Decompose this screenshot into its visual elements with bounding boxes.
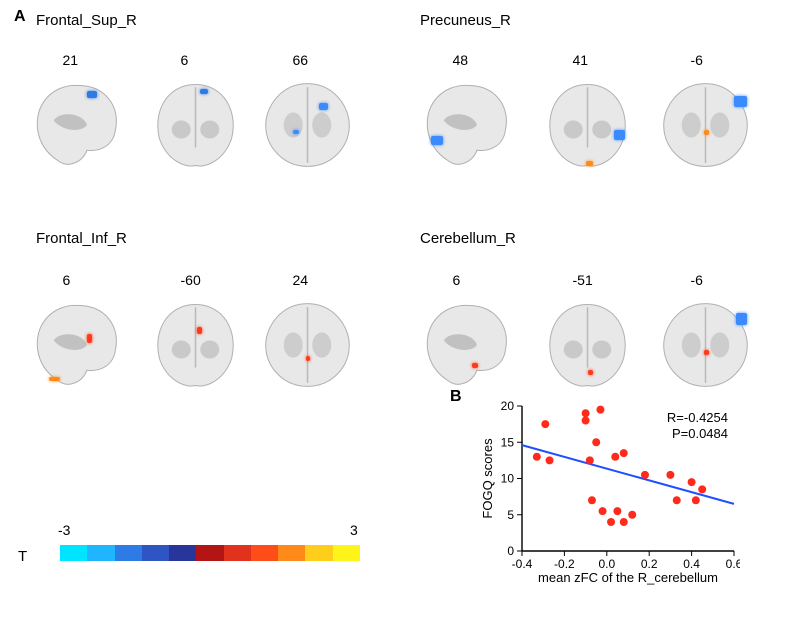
svg-text:0: 0 <box>507 544 514 558</box>
svg-text:10: 10 <box>501 472 515 486</box>
svg-text:-0.2: -0.2 <box>554 557 575 571</box>
svg-text:mean zFC of the R_cerebellum: mean zFC of the R_cerebellum <box>538 570 718 585</box>
brain-frontal_inf_r-coronal <box>540 80 635 170</box>
colorbar-swatch-8 <box>278 545 305 561</box>
colorbar-swatch-10 <box>333 545 360 561</box>
coord-frontal_inf_r-1: 41 <box>573 52 589 68</box>
brain-precuneus_r-axial <box>260 300 355 390</box>
panel-b-label: B <box>450 388 462 406</box>
brain-frontal_sup_r-axial <box>260 80 355 170</box>
region-title-precuneus-r: Precuneus_R <box>420 12 511 29</box>
coord-frontal_sup_r-0: 21 <box>63 52 79 68</box>
svg-text:0.0: 0.0 <box>598 557 615 571</box>
svg-text:0.6: 0.6 <box>726 557 740 571</box>
coord-cerebellum_r-2: -6 <box>691 272 703 288</box>
colorbar-swatch-4 <box>169 545 196 561</box>
colorbar-t-label: T <box>18 548 27 565</box>
overlay-precuneus_r-coronal-0 <box>197 327 202 334</box>
overlay-frontal_sup_r-sagittal-0 <box>87 91 97 98</box>
overlay-precuneus_r-sagittal-1 <box>49 377 60 382</box>
svg-text:R=-0.4254: R=-0.4254 <box>667 410 728 425</box>
coord-precuneus_r-1: -60 <box>181 272 201 288</box>
overlay-frontal_sup_r-coronal-0 <box>200 89 208 94</box>
scatter-plot: -0.4 -0.2 0.0 0.2 0.4 0.6 0 5 10 15 20 mean zFC of … <box>480 400 740 585</box>
colorbar-swatch-9 <box>305 545 332 561</box>
brain-cerebellum_r-coronal <box>540 300 635 390</box>
brain-precuneus_r-coronal <box>148 300 243 390</box>
coord-frontal_sup_r-2: 66 <box>293 52 309 68</box>
svg-text:P=0.0484: P=0.0484 <box>672 426 728 441</box>
colorbar-swatch-7 <box>251 545 278 561</box>
coord-precuneus_r-0: 6 <box>63 272 71 288</box>
colorbar-swatch-0 <box>60 545 87 561</box>
colorbar-swatch-5 <box>196 545 223 561</box>
brain-frontal_inf_r-sagittal <box>420 80 515 170</box>
overlay-cerebellum_r-axial-1 <box>736 313 747 326</box>
overlay-frontal_sup_r-axial-1 <box>293 130 299 135</box>
overlay-precuneus_r-sagittal-0 <box>87 334 92 343</box>
region-title-frontal-inf-r: Frontal_Inf_R <box>36 230 127 247</box>
svg-text:20: 20 <box>501 400 515 413</box>
svg-text:5: 5 <box>507 508 514 522</box>
coord-precuneus_r-2: 24 <box>293 272 309 288</box>
overlay-frontal_inf_r-axial-0 <box>734 96 747 107</box>
brain-frontal_sup_r-sagittal <box>30 80 125 170</box>
overlay-frontal_inf_r-axial-1 <box>704 130 710 135</box>
svg-text:-0.4: -0.4 <box>512 557 533 571</box>
overlay-cerebellum_r-sagittal-0 <box>472 363 478 368</box>
overlay-frontal_inf_r-sagittal-0 <box>431 136 442 145</box>
region-title-frontal-sup-r: Frontal_Sup_R <box>36 12 137 29</box>
coord-cerebellum_r-0: 6 <box>453 272 461 288</box>
colorbar-min-label: -3 <box>58 522 70 538</box>
overlay-frontal_inf_r-coronal-1 <box>586 161 594 166</box>
svg-text:15: 15 <box>501 435 515 449</box>
svg-text:FOGQ scores: FOGQ scores <box>480 438 495 519</box>
overlay-cerebellum_r-coronal-0 <box>588 370 594 375</box>
coord-frontal_inf_r-0: 48 <box>453 52 469 68</box>
colorbar-swatch-3 <box>142 545 169 561</box>
colorbar-swatch-2 <box>115 545 142 561</box>
region-title-cerebellum-r: Cerebellum_R <box>420 230 516 247</box>
brain-frontal_sup_r-coronal <box>148 80 243 170</box>
colorbar-swatch-6 <box>224 545 251 561</box>
svg-text:0.4: 0.4 <box>683 557 700 571</box>
svg-text:0.2: 0.2 <box>641 557 658 571</box>
coord-cerebellum_r-1: -51 <box>573 272 593 288</box>
brain-precuneus_r-sagittal <box>30 300 125 390</box>
coord-frontal_inf_r-2: -6 <box>691 52 703 68</box>
colorbar <box>60 545 360 561</box>
coord-frontal_sup_r-1: 6 <box>181 52 189 68</box>
overlay-frontal_sup_r-axial-0 <box>319 103 329 110</box>
colorbar-swatch-1 <box>87 545 114 561</box>
colorbar-max-label: 3 <box>350 522 358 538</box>
overlay-frontal_inf_r-coronal-0 <box>614 130 625 141</box>
brain-cerebellum_r-sagittal <box>420 300 515 390</box>
panel-a-label: A <box>14 8 26 26</box>
brain-frontal_inf_r-axial <box>658 80 753 170</box>
overlay-cerebellum_r-axial-0 <box>704 350 710 355</box>
